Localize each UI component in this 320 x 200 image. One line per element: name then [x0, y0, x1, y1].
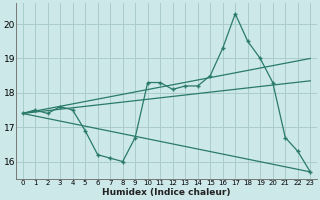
X-axis label: Humidex (Indice chaleur): Humidex (Indice chaleur)	[102, 188, 231, 197]
